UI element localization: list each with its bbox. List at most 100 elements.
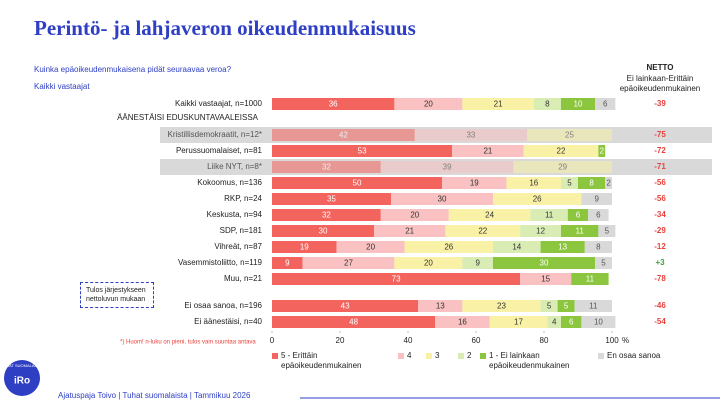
- bar-segment: [462, 300, 541, 312]
- data-label: 35: [327, 195, 336, 204]
- data-label: 22: [478, 227, 487, 236]
- data-label: 20: [366, 243, 375, 252]
- bar-segment: [561, 225, 599, 237]
- bar-segment: [272, 316, 436, 328]
- row-label: Ei äänestäisi, n=40: [194, 317, 262, 326]
- bar-segment: [374, 225, 446, 237]
- logo-text: iRo: [14, 376, 30, 387]
- bar-segment: [272, 129, 415, 141]
- netto-value: -72: [654, 146, 666, 155]
- data-label: 42: [339, 131, 348, 140]
- netto-value: -75: [654, 130, 666, 139]
- netto-value: -12: [654, 242, 666, 251]
- legend-swatch: [272, 353, 278, 359]
- bar-segment: [540, 241, 585, 253]
- bar-row: 36 20 21 8 10 6: [272, 98, 616, 110]
- bar-segment: [435, 316, 490, 328]
- bar-segment: [272, 161, 381, 173]
- bar-segment: [272, 209, 381, 221]
- bar-row: 19 20 26 14 13 8: [272, 241, 612, 253]
- data-label: 26: [533, 195, 542, 204]
- data-label: 29: [558, 163, 567, 172]
- bar-segment: [520, 225, 561, 237]
- data-label: 13: [558, 243, 567, 252]
- data-label: 30: [540, 259, 549, 268]
- row-label: Vasemmistoliitto, n=119: [178, 258, 263, 267]
- data-label: 2: [600, 147, 605, 156]
- bar-segment: [272, 300, 419, 312]
- bar-segment: [272, 273, 521, 285]
- bar-segment: [272, 145, 453, 157]
- data-label: 16: [458, 318, 467, 327]
- bar-segment: [595, 257, 612, 269]
- bar-segment: [272, 225, 374, 237]
- bar-segment: [272, 241, 337, 253]
- legend-swatch: [480, 353, 486, 359]
- row-label: Muu, n=21: [224, 274, 263, 283]
- bar-segment: [595, 98, 616, 110]
- bar-segment: [561, 98, 595, 110]
- bar-segment: [380, 161, 514, 173]
- row-label: Keskusta, n=94: [207, 210, 263, 219]
- bar-segment: [574, 300, 612, 312]
- data-label: 8: [589, 179, 594, 188]
- legend-swatch: [458, 353, 464, 359]
- data-label: 9: [475, 259, 480, 268]
- bar-segment: [540, 300, 558, 312]
- bar-segment: [489, 316, 548, 328]
- row-label: Perussuomalaiset, n=81: [176, 146, 263, 155]
- data-label: 19: [470, 179, 479, 188]
- data-label: 11: [576, 227, 585, 236]
- data-label: 43: [341, 302, 350, 311]
- bar-segment: [336, 241, 405, 253]
- netto-value: -78: [654, 274, 666, 283]
- netto-value: -71: [654, 162, 666, 171]
- data-label: 73: [392, 275, 401, 284]
- legend-label: 3: [435, 351, 440, 360]
- bar-segment: [445, 225, 521, 237]
- x-tick-label: 80: [540, 336, 549, 345]
- group-label: Kaikki vastaajat: [34, 82, 90, 91]
- data-label: 21: [405, 227, 414, 236]
- x-tick-label: 0: [270, 336, 275, 345]
- data-label: 11: [589, 302, 598, 311]
- netto-title: NETTO: [647, 63, 674, 72]
- legend-swatch: [598, 353, 604, 359]
- data-label: 32: [322, 211, 331, 220]
- bar-segment: [581, 316, 616, 328]
- row-label: Ei osaa sanoa, n=196: [184, 301, 262, 310]
- netto-value: +3: [655, 258, 665, 267]
- bar-segment: [394, 98, 463, 110]
- bar-segment: [520, 273, 572, 285]
- bar-segment: [493, 241, 541, 253]
- legend-label: 2: [467, 351, 472, 360]
- data-label: 21: [494, 100, 503, 109]
- bar-segment: [598, 225, 616, 237]
- bar-segment: [578, 177, 606, 189]
- netto-value: -46: [654, 301, 666, 310]
- x-tick-label: 40: [404, 336, 413, 345]
- legend-label: En osaa sanoa: [607, 351, 661, 360]
- bar-row: 35 30 26 9: [272, 193, 612, 205]
- bar-segment: [493, 193, 582, 205]
- x-tick-label: 60: [472, 336, 481, 345]
- bar-segment: [598, 145, 606, 157]
- data-label: 20: [410, 211, 419, 220]
- bar-segment: [561, 316, 582, 328]
- bar-segment: [448, 209, 531, 221]
- bar-segment: [272, 177, 442, 189]
- bar-segment: [527, 129, 612, 141]
- bar-row: 32 39 29: [272, 161, 612, 173]
- data-label: 8: [545, 100, 550, 109]
- netto-value: -56: [654, 194, 666, 203]
- bar-segment: [462, 257, 493, 269]
- data-label: 14: [512, 243, 521, 252]
- data-label: 6: [603, 100, 608, 109]
- bar-row: 9 27 20 9 30 5: [272, 257, 612, 269]
- data-label: 19: [300, 243, 309, 252]
- footnote: *) Huom! n-luku on pieni, tulos vain suu…: [120, 340, 256, 346]
- data-label: 5: [567, 179, 572, 188]
- data-label: 27: [344, 259, 353, 268]
- bar-segment: [272, 98, 395, 110]
- data-label: 11: [545, 211, 554, 220]
